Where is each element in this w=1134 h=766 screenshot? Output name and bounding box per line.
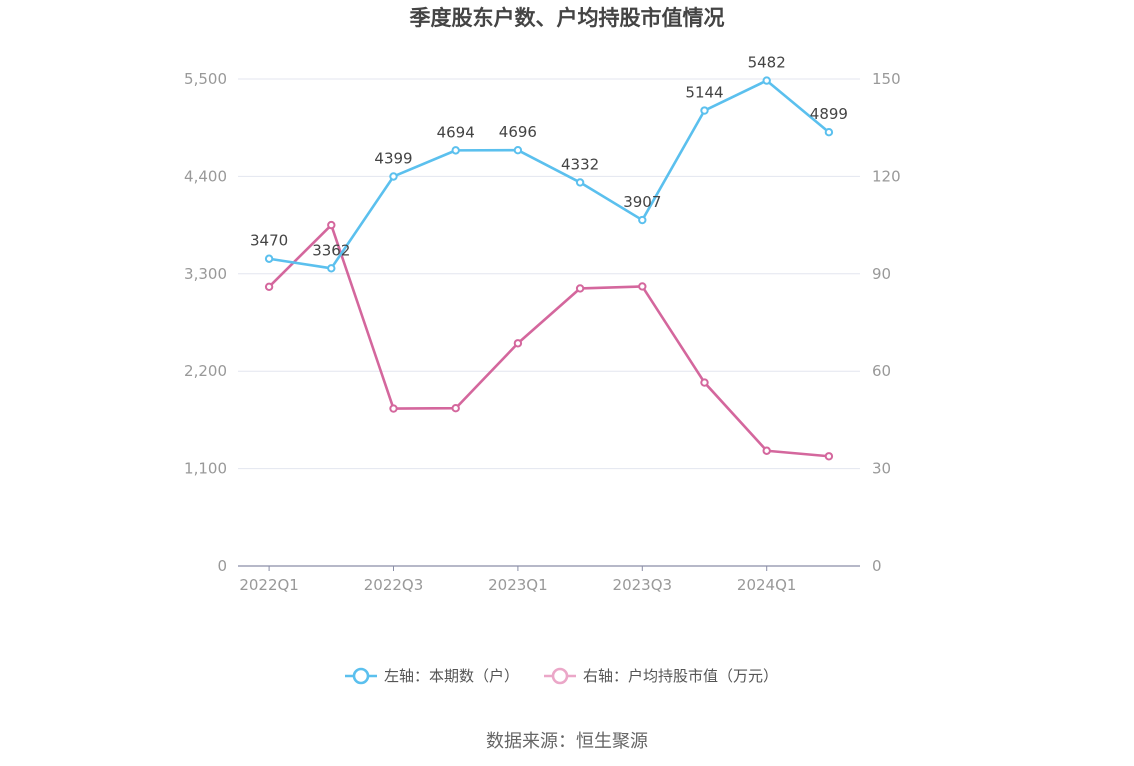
data-label: 3362 — [312, 241, 350, 259]
x-tick-label: 2024Q1 — [737, 576, 797, 594]
left-tick-label: 0 — [217, 557, 227, 575]
data-label: 4332 — [561, 155, 599, 173]
data-point[interactable] — [264, 282, 274, 291]
x-axis: 2022Q1 2022Q3 2023Q1 2023Q3 2024Q1 — [238, 565, 860, 594]
legend[interactable]: 左轴：本期数（户） 右轴：户均持股市值（万元） — [345, 667, 778, 685]
chart-title: 季度股东户数、户均持股市值情况 — [410, 6, 725, 30]
data-point[interactable] — [762, 76, 771, 85]
series-holders: 3470 3362 4399 4694 4696 4332 3907 5144 5482 4899 — [250, 54, 848, 273]
data-point[interactable] — [700, 106, 709, 115]
right-tick-label: 30 — [872, 460, 891, 478]
source-note: 数据来源：恒生聚源 — [486, 731, 648, 752]
series-line — [268, 79, 830, 270]
data-point[interactable] — [762, 446, 771, 455]
data-point[interactable] — [824, 452, 834, 461]
data-point[interactable] — [327, 220, 336, 230]
x-tick-label: 2023Q3 — [613, 576, 673, 594]
data-point[interactable] — [824, 128, 834, 137]
data-label: 5144 — [685, 84, 723, 102]
data-label: 5482 — [748, 54, 786, 72]
left-tick-label: 4,400 — [184, 167, 227, 185]
legend-item-avg-market-value[interactable]: 右轴：户均持股市值（万元） — [544, 667, 778, 685]
right-tick-label: 150 — [872, 70, 901, 88]
legend-item-holders[interactable]: 左轴：本期数（户） — [345, 667, 519, 685]
data-point[interactable] — [513, 145, 523, 155]
right-tick-label: 90 — [872, 265, 891, 283]
legend-marker — [551, 667, 569, 685]
left-tick-label: 3,300 — [184, 265, 227, 283]
data-label: 4399 — [374, 149, 412, 167]
data-label: 3907 — [623, 193, 661, 211]
data-point[interactable] — [451, 146, 460, 155]
data-point[interactable] — [264, 254, 274, 263]
left-tick-label: 2,200 — [184, 362, 227, 380]
right-axis: 0 30 60 90 120 150 — [872, 70, 901, 575]
series-line — [268, 223, 830, 458]
data-point[interactable] — [575, 178, 585, 187]
data-point[interactable] — [638, 282, 647, 291]
legend-label: 右轴：户均持股市值（万元） — [583, 667, 778, 685]
left-tick-label: 5,500 — [184, 70, 227, 88]
right-tick-label: 120 — [872, 167, 901, 185]
data-point[interactable] — [700, 378, 709, 387]
data-point[interactable] — [451, 404, 460, 413]
data-point[interactable] — [389, 404, 398, 413]
x-tick-label: 2023Q1 — [488, 576, 548, 594]
left-tick-label: 1,100 — [184, 460, 227, 478]
data-label: 4899 — [810, 105, 848, 123]
data-label: 4694 — [437, 123, 475, 141]
data-point[interactable] — [575, 284, 585, 293]
data-point[interactable] — [513, 339, 523, 348]
legend-marker — [352, 667, 370, 685]
series-layer: 3470 3362 4399 4694 4696 4332 3907 5144 5482 4899 — [250, 54, 848, 461]
legend-label: 左轴：本期数（户） — [384, 667, 519, 685]
right-tick-label: 0 — [872, 557, 882, 575]
data-point[interactable] — [638, 215, 647, 225]
data-label: 3470 — [250, 232, 288, 250]
data-point[interactable] — [327, 264, 336, 273]
data-point[interactable] — [389, 172, 398, 181]
data-label: 4696 — [499, 123, 537, 141]
grid — [238, 78, 860, 470]
x-tick-label: 2022Q1 — [239, 576, 299, 594]
x-tick-label: 2022Q3 — [364, 576, 424, 594]
right-tick-label: 60 — [872, 362, 891, 380]
series-avg-market-value — [264, 220, 834, 461]
left-axis: 0 1,100 2,200 3,300 4,400 5,500 — [184, 70, 227, 575]
